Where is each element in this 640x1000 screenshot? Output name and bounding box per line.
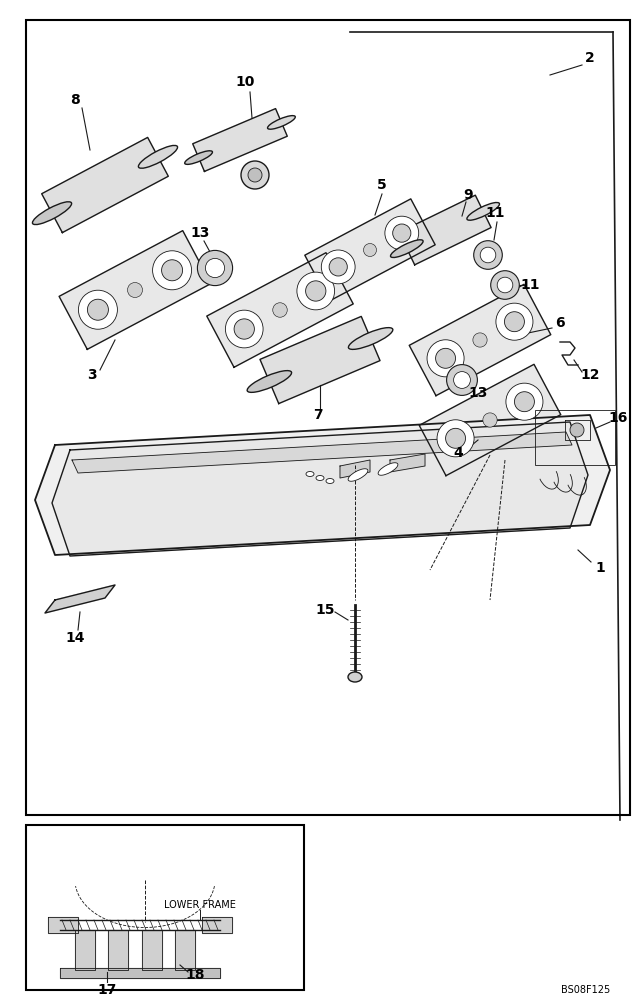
Ellipse shape bbox=[445, 428, 465, 448]
Text: 17: 17 bbox=[97, 983, 116, 997]
Ellipse shape bbox=[348, 469, 368, 481]
Ellipse shape bbox=[329, 258, 348, 276]
Ellipse shape bbox=[390, 240, 423, 257]
Ellipse shape bbox=[480, 247, 496, 263]
Text: 1: 1 bbox=[595, 561, 605, 575]
Ellipse shape bbox=[515, 392, 534, 412]
Ellipse shape bbox=[79, 290, 117, 329]
Polygon shape bbox=[409, 284, 551, 396]
Text: 18: 18 bbox=[185, 968, 205, 982]
Ellipse shape bbox=[570, 423, 584, 437]
Polygon shape bbox=[390, 454, 425, 472]
Ellipse shape bbox=[378, 463, 398, 475]
Polygon shape bbox=[340, 460, 370, 478]
Ellipse shape bbox=[385, 216, 419, 250]
Polygon shape bbox=[202, 917, 232, 933]
Polygon shape bbox=[175, 930, 195, 970]
Ellipse shape bbox=[506, 383, 543, 420]
Text: 5: 5 bbox=[377, 178, 387, 192]
Polygon shape bbox=[45, 585, 115, 613]
Ellipse shape bbox=[185, 151, 212, 164]
Polygon shape bbox=[207, 253, 353, 367]
Polygon shape bbox=[142, 930, 162, 970]
Polygon shape bbox=[565, 420, 590, 440]
Text: 10: 10 bbox=[236, 75, 255, 89]
Ellipse shape bbox=[127, 282, 143, 298]
Text: 6: 6 bbox=[555, 316, 565, 330]
Bar bbox=[26, 20, 630, 815]
Ellipse shape bbox=[161, 260, 182, 281]
Ellipse shape bbox=[436, 348, 456, 368]
Ellipse shape bbox=[504, 312, 524, 332]
Ellipse shape bbox=[348, 328, 393, 349]
Ellipse shape bbox=[491, 271, 519, 299]
Polygon shape bbox=[52, 422, 588, 556]
Text: 11: 11 bbox=[520, 278, 540, 292]
Ellipse shape bbox=[268, 116, 295, 129]
Polygon shape bbox=[399, 195, 491, 265]
Ellipse shape bbox=[447, 365, 477, 395]
Polygon shape bbox=[419, 364, 561, 476]
Bar bbox=[535, 410, 615, 465]
Polygon shape bbox=[59, 231, 211, 349]
Ellipse shape bbox=[437, 420, 474, 457]
Ellipse shape bbox=[348, 672, 362, 682]
Text: 3: 3 bbox=[87, 368, 97, 382]
Polygon shape bbox=[42, 137, 168, 233]
Ellipse shape bbox=[427, 340, 464, 377]
Ellipse shape bbox=[88, 299, 108, 320]
Ellipse shape bbox=[152, 251, 191, 290]
Ellipse shape bbox=[306, 472, 314, 477]
Polygon shape bbox=[72, 432, 572, 473]
Polygon shape bbox=[75, 930, 95, 970]
Text: LOWER FRAME: LOWER FRAME bbox=[164, 900, 236, 910]
Ellipse shape bbox=[138, 145, 177, 168]
Ellipse shape bbox=[241, 161, 269, 189]
Ellipse shape bbox=[316, 476, 324, 481]
Polygon shape bbox=[60, 968, 220, 978]
Polygon shape bbox=[193, 109, 287, 171]
Text: 11: 11 bbox=[485, 206, 505, 220]
Text: 8: 8 bbox=[70, 93, 80, 107]
Bar bbox=[26, 825, 304, 990]
Text: 14: 14 bbox=[65, 631, 84, 645]
Ellipse shape bbox=[473, 333, 487, 347]
Ellipse shape bbox=[497, 277, 513, 293]
Ellipse shape bbox=[474, 241, 502, 269]
Ellipse shape bbox=[326, 479, 334, 484]
Ellipse shape bbox=[364, 243, 376, 256]
Text: 4: 4 bbox=[453, 446, 463, 460]
Polygon shape bbox=[260, 316, 380, 404]
Text: 15: 15 bbox=[316, 603, 335, 617]
Text: 13: 13 bbox=[468, 386, 488, 400]
Text: 16: 16 bbox=[608, 411, 628, 425]
Ellipse shape bbox=[205, 258, 225, 278]
Polygon shape bbox=[305, 199, 435, 301]
Ellipse shape bbox=[197, 250, 232, 286]
Ellipse shape bbox=[248, 168, 262, 182]
Ellipse shape bbox=[234, 319, 254, 339]
Ellipse shape bbox=[467, 203, 499, 220]
Ellipse shape bbox=[297, 272, 335, 310]
Text: 2: 2 bbox=[585, 51, 595, 65]
Text: 7: 7 bbox=[313, 408, 323, 422]
Ellipse shape bbox=[33, 202, 72, 225]
Polygon shape bbox=[48, 917, 78, 933]
Ellipse shape bbox=[496, 303, 533, 340]
Polygon shape bbox=[108, 930, 128, 970]
Text: 13: 13 bbox=[190, 226, 210, 240]
Ellipse shape bbox=[483, 413, 497, 427]
Text: BS08F125: BS08F125 bbox=[561, 985, 610, 995]
Ellipse shape bbox=[321, 250, 355, 284]
Ellipse shape bbox=[393, 224, 411, 242]
Ellipse shape bbox=[225, 310, 263, 348]
Text: 12: 12 bbox=[580, 368, 600, 382]
Ellipse shape bbox=[306, 281, 326, 301]
Ellipse shape bbox=[454, 372, 470, 388]
Polygon shape bbox=[35, 415, 610, 555]
Ellipse shape bbox=[273, 303, 287, 317]
Ellipse shape bbox=[247, 371, 292, 392]
Text: 9: 9 bbox=[463, 188, 473, 202]
